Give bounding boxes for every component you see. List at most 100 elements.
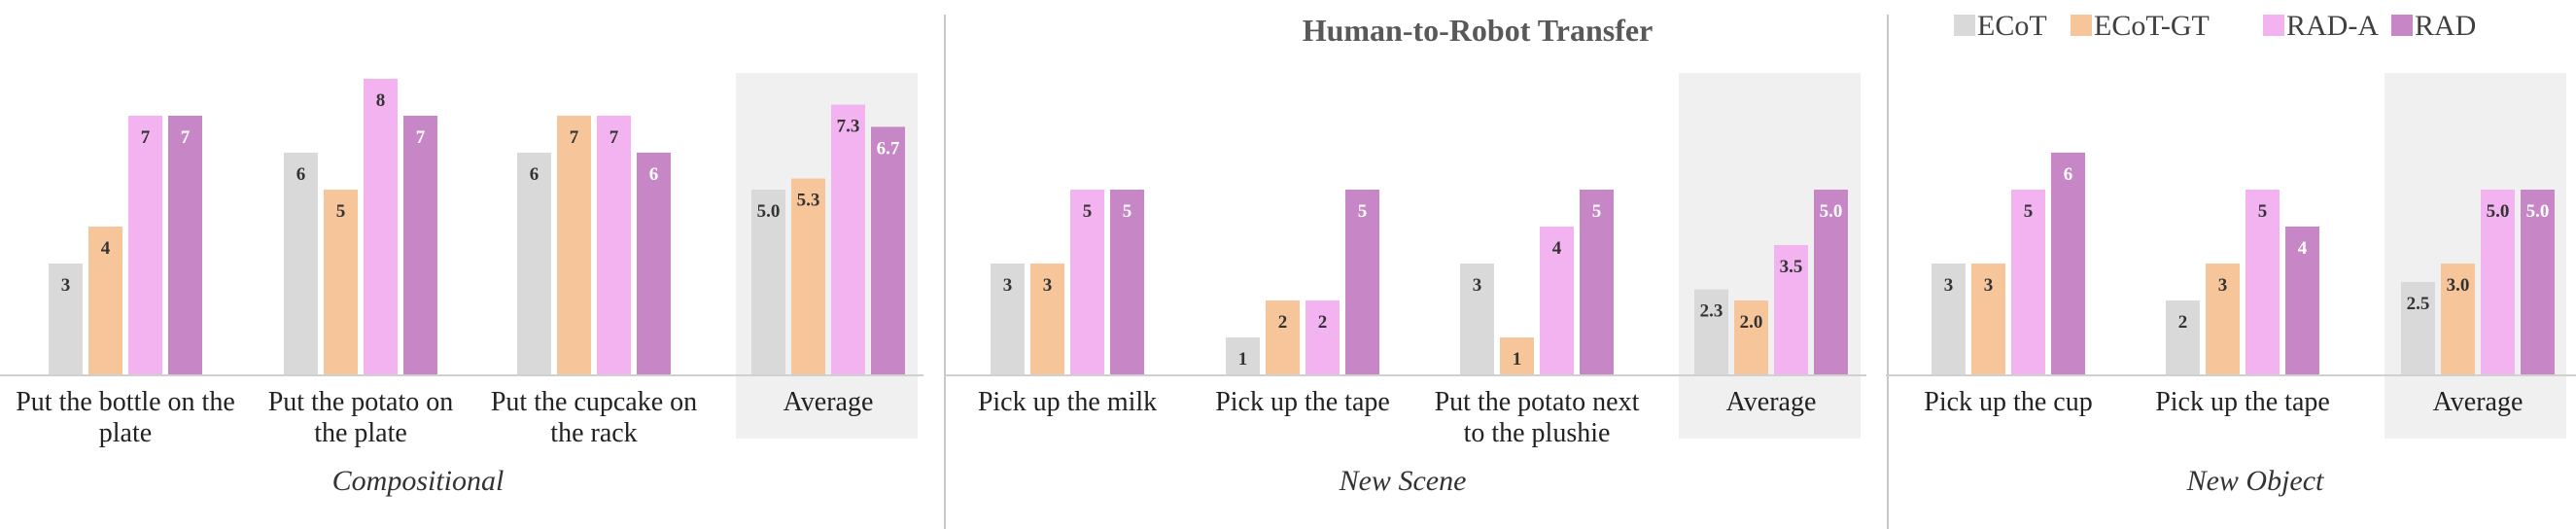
bar-ecot-gt-4 — [791, 178, 825, 374]
bar-ecot-3 — [517, 153, 551, 374]
category-label: Put the potato next to the plushie — [1435, 387, 1640, 448]
legend-swatch — [2263, 15, 2284, 36]
category-label: Pick up the tape — [2155, 387, 2330, 417]
bar-ecot-gt-3 — [557, 116, 591, 374]
category-label: Put the cupcake on the rack — [491, 387, 697, 448]
bar-rad-a-1 — [1070, 190, 1104, 374]
data-label: 6 — [649, 164, 659, 185]
group-labels: Compositional New Scene New Object — [332, 465, 2324, 497]
data-label: 3.0 — [2447, 275, 2470, 296]
data-labels: 3 6 6 5.0 4 5 7 5.3 7 8 7 7.3 7 7 6 6.7 3 1 3 2.3 3 2 1 2.0 5 2 4 3… — [61, 90, 2550, 370]
data-label: 7 — [416, 127, 426, 148]
data-label: 3 — [2218, 275, 2228, 296]
bar-rad-4 — [1814, 190, 1848, 374]
legend-label: ECoT — [1977, 10, 2047, 42]
bar-ecot-gt-2 — [324, 190, 358, 374]
data-label: 5 — [2258, 201, 2268, 222]
data-label: 3 — [1473, 275, 1482, 296]
data-label: 5 — [1083, 201, 1093, 222]
data-label: 5 — [1358, 201, 1368, 222]
bar-ecot-1 — [1932, 264, 1966, 374]
data-label: 4 — [2298, 238, 2308, 259]
data-label: 3 — [61, 275, 71, 296]
group-label: Compositional — [332, 465, 505, 497]
bar-rad-a-3 — [2481, 190, 2515, 374]
bar-rad-a-1 — [2011, 190, 2045, 374]
bar-rad-a-1 — [128, 116, 162, 374]
bar-ecot-gt-2 — [2206, 264, 2240, 374]
data-label: 1 — [1513, 349, 1522, 370]
data-label: 3 — [1984, 275, 1994, 296]
data-label: 5 — [336, 201, 346, 222]
legend-swatch — [1954, 15, 1975, 36]
data-label: 3.5 — [1780, 257, 1803, 277]
data-label: 4 — [1552, 238, 1562, 259]
bar-rad-2 — [403, 116, 437, 374]
bar-rad-a-2 — [364, 79, 398, 374]
bar-ecot-gt-2 — [1266, 300, 1300, 374]
bar-rad-a-3 — [597, 116, 631, 374]
bar-rad-a-2 — [1305, 300, 1340, 374]
bar-ecot-2 — [1226, 337, 1260, 374]
data-label: 5.0 — [757, 201, 781, 222]
bar-ecot-1 — [991, 264, 1025, 374]
bar-ecot-4 — [751, 190, 785, 374]
legend-swatch — [2391, 15, 2413, 36]
bar-rad-3 — [1580, 190, 1614, 374]
category-label: Average — [783, 387, 874, 417]
data-label: 6.7 — [877, 138, 900, 159]
group-label: New Scene — [1339, 465, 1467, 497]
bar-rad-a-4 — [1774, 245, 1808, 374]
category-label: Put the potato on the plate — [268, 387, 454, 448]
bar-rad-a-4 — [831, 104, 865, 374]
data-label: 2.0 — [1740, 312, 1763, 333]
data-label: 3 — [1003, 275, 1013, 296]
data-label: 8 — [376, 90, 386, 111]
category-label: Average — [1726, 387, 1817, 417]
data-label: 5.0 — [1820, 201, 1843, 222]
legend: ECoT ECoT-GT RAD-A RAD — [1954, 10, 2476, 42]
bar-ecot-2 — [284, 153, 318, 374]
data-label: 2.5 — [2407, 294, 2430, 314]
category-label: Average — [2433, 387, 2524, 417]
data-label: 7 — [609, 127, 619, 148]
bar-ecot-4 — [1694, 289, 1728, 374]
bar-ecot-gt-1 — [1971, 264, 2005, 374]
bar-ecot-3 — [2401, 282, 2435, 374]
legend-label: ECoT-GT — [2094, 10, 2210, 42]
bar-rad-1 — [168, 116, 202, 374]
data-label: 5.0 — [2526, 201, 2550, 222]
data-label: 5.0 — [2487, 201, 2510, 222]
bar-rad-3 — [637, 153, 671, 374]
data-label: 2 — [1278, 312, 1288, 333]
bar-rad-4 — [871, 126, 905, 374]
data-label: 7.3 — [837, 117, 860, 137]
data-label: 7 — [181, 127, 191, 148]
bar-ecot-1 — [49, 264, 83, 374]
data-label: 5 — [1592, 201, 1602, 222]
bars — [49, 79, 2555, 374]
data-label: 6 — [2064, 164, 2073, 185]
bar-ecot-3 — [1460, 264, 1494, 374]
data-label: 2 — [2178, 312, 2188, 333]
bar-ecot-gt-3 — [1500, 337, 1534, 374]
data-label: 7 — [570, 127, 579, 148]
category-label: Pick up the tape — [1215, 387, 1390, 417]
bar-rad-a-2 — [2245, 190, 2280, 374]
legend-label: RAD-A — [2286, 10, 2379, 42]
data-label: 4 — [101, 238, 111, 259]
data-label: 1 — [1238, 349, 1248, 370]
bar-ecot-gt-1 — [1030, 264, 1064, 374]
bar-ecot-gt-4 — [1734, 300, 1768, 374]
bar-ecot-gt-3 — [2441, 264, 2475, 374]
bar-ecot-gt-1 — [88, 227, 122, 374]
data-label: 6 — [530, 164, 540, 185]
category-label: Pick up the milk — [978, 387, 1157, 417]
category-label: Pick up the cup — [1924, 387, 2092, 417]
data-label: 7 — [141, 127, 151, 148]
bar-rad-1 — [2051, 153, 2085, 374]
data-label: 5.3 — [797, 191, 820, 211]
bar-ecot-2 — [2166, 300, 2200, 374]
category-labels: Put the bottle on the plate Put the potato… — [16, 387, 2523, 448]
